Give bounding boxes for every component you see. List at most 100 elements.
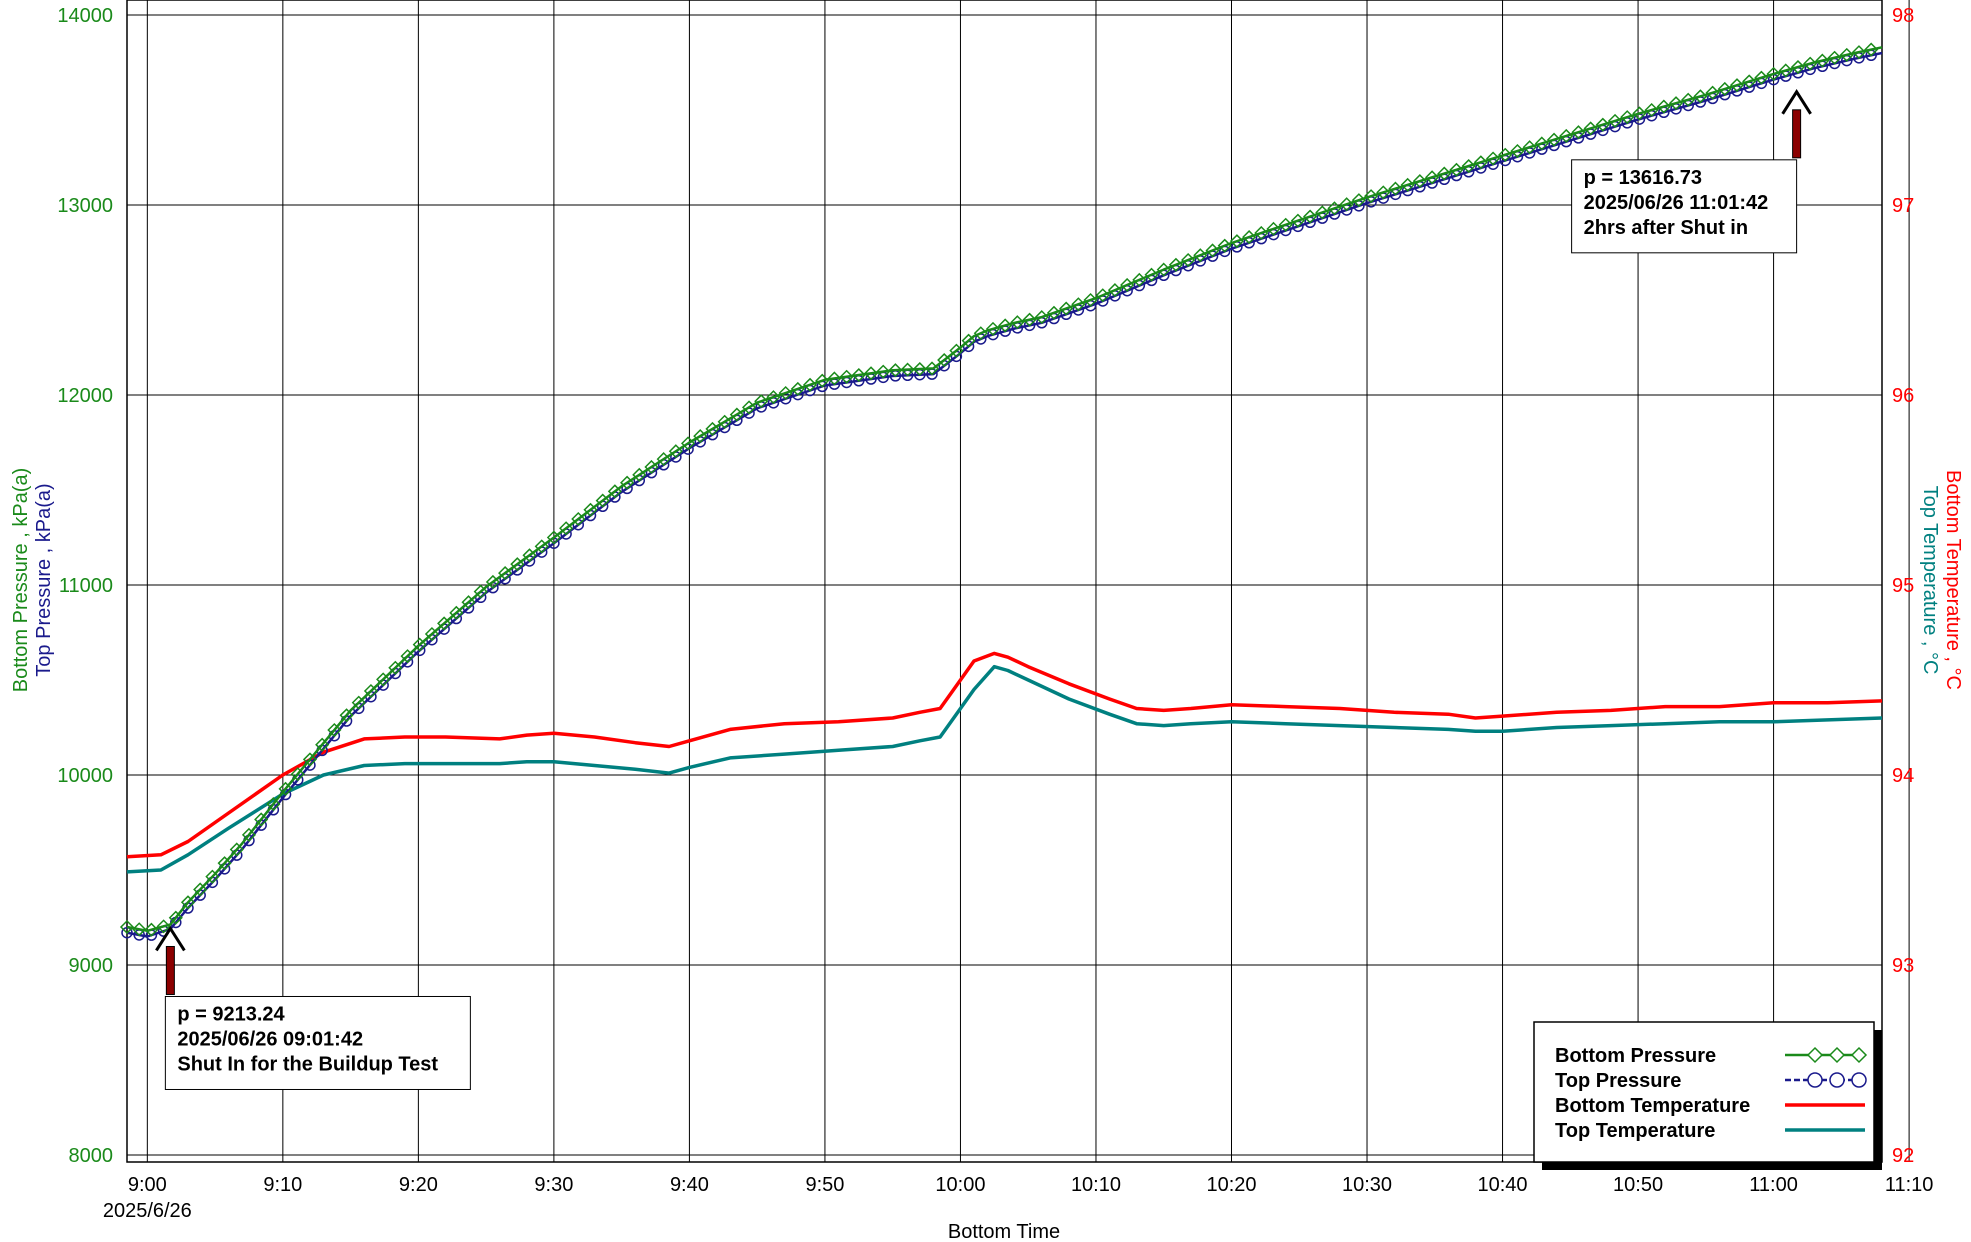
data-point-bottom-pressure <box>1364 189 1379 204</box>
data-point-bottom-pressure <box>729 407 744 422</box>
data-point-bottom-pressure <box>1754 70 1769 85</box>
series-layer <box>119 42 1883 941</box>
data-point-bottom-pressure <box>778 385 793 401</box>
series-bottom-temperature <box>126 651 1883 859</box>
data-point-bottom-pressure <box>1205 243 1220 258</box>
data-point-bottom-pressure <box>668 444 683 459</box>
data-point-bottom-pressure <box>1144 267 1159 282</box>
series-top-temperature <box>126 664 1883 874</box>
series-bottom-pressure <box>119 42 1883 937</box>
data-point-bottom-pressure <box>217 856 232 871</box>
x-tick-label: 10:50 <box>1613 1174 1663 1196</box>
legend-label: Bottom Temperature <box>1555 1095 1750 1117</box>
data-point-bottom-pressure <box>473 584 488 599</box>
data-point-bottom-pressure <box>424 626 439 642</box>
legend-box <box>1533 1021 1875 1163</box>
annotation-box <box>164 995 471 1090</box>
data-point-bottom-pressure <box>802 377 818 392</box>
legend-swatch-marker <box>1829 1072 1845 1088</box>
data-point-bottom-pressure <box>595 493 610 508</box>
data-point-bottom-pressure <box>1388 181 1403 196</box>
data-point-bottom-pressure <box>1583 121 1598 136</box>
annotation-text-line: p = 9213.24 <box>177 1003 285 1025</box>
series-line-bottom-temperature <box>126 651 1883 859</box>
data-point-bottom-pressure <box>1656 99 1671 114</box>
data-point-bottom-pressure <box>949 343 964 358</box>
legend-swatch-marker <box>1850 1046 1868 1064</box>
data-point-bottom-pressure <box>1071 297 1086 312</box>
data-point-bottom-pressure <box>1425 170 1440 185</box>
annotation-2: p = 13616.73 2025/06/26 11:01:42 2hrs afte… <box>1571 89 1812 254</box>
x-axis-title: Bottom Time <box>948 1221 1060 1242</box>
x-tick-label: 9:20 <box>399 1174 438 1196</box>
series-line-top-temperature <box>126 664 1883 874</box>
data-point-bottom-pressure <box>351 695 366 710</box>
data-point-bottom-pressure <box>632 467 647 482</box>
legend-swatch-marker <box>1828 1046 1846 1064</box>
data-point-bottom-pressure <box>1717 81 1732 97</box>
data-point-bottom-pressure <box>180 895 196 910</box>
data-point-bottom-pressure <box>1242 230 1257 245</box>
data-point-bottom-pressure <box>1351 193 1366 208</box>
data-point-bottom-pressure <box>1620 110 1635 125</box>
data-point-bottom-pressure <box>766 390 781 405</box>
data-point-bottom-pressure <box>327 722 342 738</box>
data-point-bottom-pressure <box>400 649 415 664</box>
data-point-bottom-pressure <box>449 605 464 620</box>
data-point-bottom-pressure <box>1400 177 1415 192</box>
x-tick-label: 10:20 <box>1206 1174 1256 1196</box>
data-point-bottom-pressure <box>1522 140 1537 155</box>
data-point-bottom-pressure <box>498 566 513 581</box>
data-point-bottom-pressure <box>1632 106 1647 121</box>
data-point-bottom-pressure <box>1034 310 1049 325</box>
data-point-bottom-pressure <box>1022 312 1037 327</box>
left-axis-title-bottom-pressure: Bottom Pressure , kPa(a) <box>10 468 32 693</box>
data-point-bottom-pressure <box>1181 252 1196 268</box>
data-point-bottom-pressure <box>912 361 927 377</box>
data-point-bottom-pressure <box>1778 63 1793 78</box>
data-point-bottom-pressure <box>961 333 976 348</box>
legend-swatch-marker <box>1851 1072 1867 1088</box>
annotation-arrow-head <box>155 925 186 952</box>
data-point-bottom-pressure <box>485 574 500 590</box>
data-point-bottom-pressure <box>302 752 318 767</box>
data-point-bottom-pressure <box>924 361 940 376</box>
data-point-bottom-pressure <box>754 394 769 409</box>
data-point-bottom-pressure <box>1412 174 1427 189</box>
data-point-bottom-pressure <box>1766 66 1781 81</box>
annotations: p = 9213.24 2025/06/26 09:01:42 Shut In fo… <box>155 89 1812 1090</box>
data-point-bottom-pressure <box>973 326 988 341</box>
data-point-bottom-pressure <box>680 436 696 451</box>
data-point-bottom-pressure <box>1376 185 1391 200</box>
data-point-bottom-pressure <box>559 521 574 536</box>
data-point-bottom-pressure <box>522 548 537 563</box>
annotation-1: p = 9213.24 2025/06/26 09:01:42 Shut In fo… <box>155 925 471 1090</box>
data-point-bottom-pressure <box>741 400 757 415</box>
data-point-bottom-pressure <box>790 381 805 396</box>
annotation-text-line: 2025/06/26 11:01:42 <box>1584 192 1769 214</box>
y-left-tick-label: 12000 <box>57 385 113 407</box>
data-point-bottom-pressure <box>278 781 293 796</box>
data-point-bottom-pressure <box>241 827 257 842</box>
data-point-bottom-pressure <box>437 616 452 631</box>
data-point-bottom-pressure <box>1815 53 1830 68</box>
data-point-bottom-pressure <box>1485 151 1501 166</box>
data-point-bottom-pressure <box>1095 288 1110 303</box>
x-tick-label: 10:00 <box>935 1174 985 1196</box>
legend-label: Top Temperature <box>1555 1120 1715 1142</box>
data-point-bottom-pressure <box>1303 209 1318 224</box>
x-tick-label: 9:00 <box>128 1174 167 1196</box>
data-point-bottom-pressure <box>1046 305 1062 320</box>
data-point-bottom-pressure <box>851 367 866 383</box>
data-point-bottom-pressure <box>168 910 183 925</box>
y-left-tick-label: 11000 <box>59 575 113 597</box>
data-point-bottom-pressure <box>1217 238 1232 253</box>
data-point-bottom-pressure <box>461 595 476 610</box>
data-point-bottom-pressure <box>1742 74 1757 89</box>
data-point-bottom-pressure <box>1437 166 1452 181</box>
data-point-bottom-pressure <box>876 364 891 379</box>
data-point-bottom-pressure <box>1461 158 1476 174</box>
right-axis-title-top-temperature: Top Temperature , °C <box>1919 486 1941 675</box>
y-right-tick-label: 92 <box>1892 1145 1914 1167</box>
